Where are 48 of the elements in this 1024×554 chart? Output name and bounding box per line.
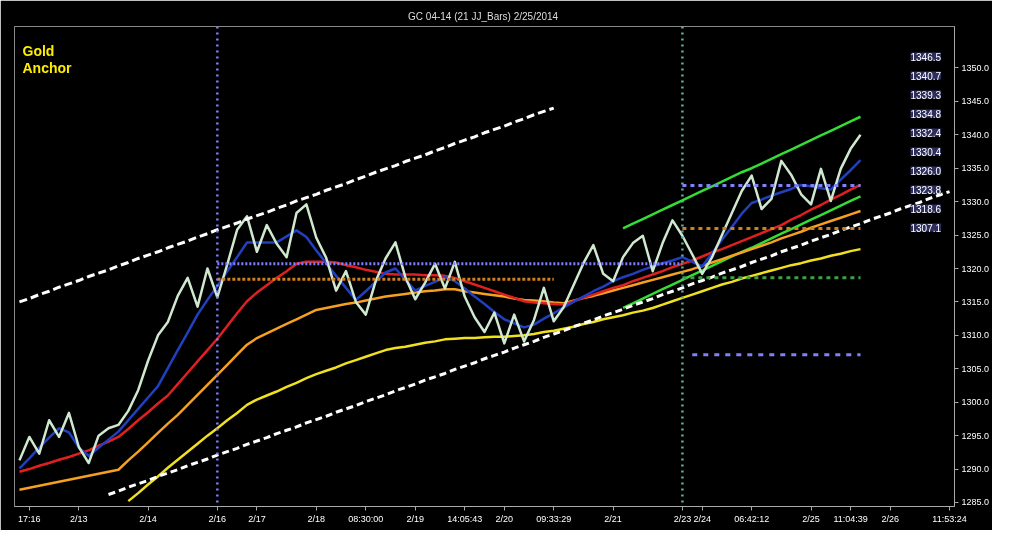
y-tick-label: 1300.0 [961, 397, 990, 408]
x-tick-label: 2/20 [495, 513, 514, 524]
x-tick-label: 09:33:29 [536, 513, 572, 524]
line-series [621, 115, 862, 230]
annotation: 1332.4 [910, 127, 942, 139]
y-tick-label: 1305.0 [961, 363, 990, 374]
x-tick-label: 2/25 [802, 513, 820, 524]
annotation: 1323.8 [910, 184, 942, 196]
x-tick-label: 2/18 [307, 513, 326, 524]
x-tick-label: 2/16 [208, 513, 227, 524]
y-tick-label: 1330.0 [961, 196, 990, 207]
y-tick-label: 1290.0 [961, 464, 990, 475]
x-tick-label: 06:42:12 [734, 513, 770, 524]
x-tick-label: 2/23 [673, 513, 692, 524]
x-tick-label: 11:04:39 [833, 513, 868, 524]
x-tick-label: 2/14 [139, 513, 157, 524]
y-tick-label: 1315.0 [961, 296, 990, 307]
x-tick-label: 2/19 [406, 513, 425, 524]
y-tick-label: 1345.0 [961, 96, 990, 107]
y-tick-label: 1320.0 [961, 263, 990, 274]
y-tick-label: 1340.0 [961, 129, 990, 140]
x-tick-label: 17:16 [18, 513, 41, 524]
y-tick-label: 1285.0 [961, 497, 990, 508]
x-tick-label: 2/26 [881, 513, 899, 524]
x-tick-label: 2/21 [604, 513, 622, 524]
y-tick-label: 1310.0 [961, 330, 990, 341]
x-tick-label: 14:05:43 [447, 513, 483, 524]
annotation: 1334.8 [910, 108, 942, 120]
y-tick-label: 1295.0 [961, 430, 990, 441]
x-tick-label: 11:53:24 [932, 513, 967, 524]
annotation: Gold Anchor [22, 42, 73, 77]
x-tick-label: 2/13 [70, 513, 88, 524]
annotation: 1346.5 [910, 51, 942, 63]
x-tick-label: 08:30:00 [348, 513, 384, 524]
y-tick-label: 1335.0 [961, 163, 990, 174]
annotation: 1326.0 [910, 165, 942, 177]
y-tick-label: 1325.0 [961, 230, 990, 241]
line-series [127, 247, 862, 503]
x-tick-label: 2/24 [693, 513, 711, 524]
annotation: 1307.1 [910, 222, 942, 234]
annotation: 1330.4 [910, 146, 942, 158]
annotation: 1340.7 [910, 70, 942, 82]
chart-title: GC 04-14 (21 JJ_Bars) 2/25/2014 [408, 10, 559, 22]
annotation: 1318.6 [910, 203, 942, 215]
x-tick-label: 2/17 [248, 513, 266, 524]
annotation: 1339.3 [910, 89, 942, 101]
line-series [17, 106, 556, 304]
y-tick-label: 1350.0 [961, 62, 990, 73]
